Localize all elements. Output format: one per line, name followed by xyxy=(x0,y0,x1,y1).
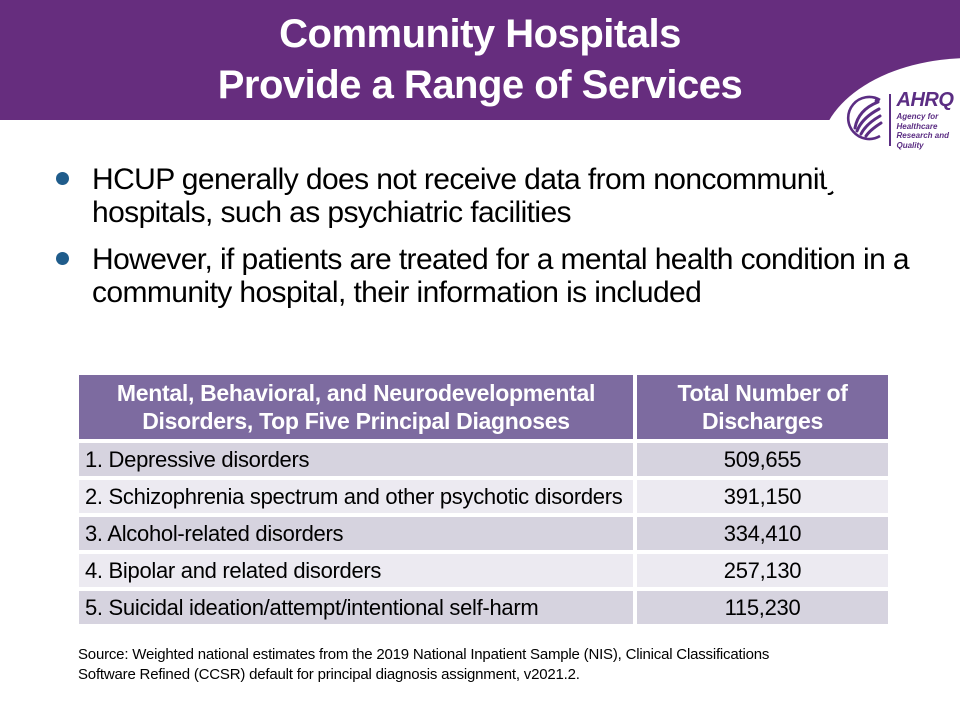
diagnosis-cell: 5. Suicidal ideation/attempt/intentional… xyxy=(75,587,637,628)
logo-tagline: Agency for Healthcare Research and Quali… xyxy=(897,112,960,150)
page-title: Community Hospitals Provide a Range of S… xyxy=(0,9,960,111)
discharges-cell: 391,150 xyxy=(633,476,892,517)
logo-divider xyxy=(889,94,891,146)
source-note-line2: Software Refined (CCSR) default for prin… xyxy=(78,666,580,683)
discharges-cell: 257,130 xyxy=(633,550,892,591)
table-row: 2. Schizophrenia spectrum and other psyc… xyxy=(75,476,892,517)
discharges-cell: 509,655 xyxy=(633,439,892,480)
source-note-line1: Source: Weighted national estimates from… xyxy=(78,646,770,663)
bullet-item: However, if patients are treated for a m… xyxy=(46,243,912,309)
bullet-list: HCUP generally does not receive data fro… xyxy=(46,163,912,323)
page-title-line2: Provide a Range of Services xyxy=(217,63,743,107)
discharges-cell: 115,230 xyxy=(633,587,892,628)
logo-tagline-line1: Agency for Healthcare xyxy=(896,112,939,131)
diagnoses-table: Mental, Behavioral, and Neurodevelopment… xyxy=(75,371,892,628)
diagnosis-cell: 1. Depressive disorders xyxy=(75,439,637,480)
header-band xyxy=(0,0,960,120)
table-row: 5. Suicidal ideation/attempt/intentional… xyxy=(75,587,892,628)
discharges-cell: 334,410 xyxy=(633,513,892,554)
col-header-discharges: Total Number of Discharges xyxy=(633,371,892,443)
table-row: 4. Bipolar and related disorders 257,130 xyxy=(75,550,892,591)
logo-text: AHRQ Agency for Healthcare Research and … xyxy=(897,90,960,150)
source-note: Source: Weighted national estimates from… xyxy=(78,645,888,685)
col-header-diagnoses: Mental, Behavioral, and Neurodevelopment… xyxy=(75,371,637,443)
diagnosis-cell: 2. Schizophrenia spectrum and other psyc… xyxy=(75,476,637,517)
bullet-item: HCUP generally does not receive data fro… xyxy=(46,163,912,229)
table-row: 1. Depressive disorders 509,655 xyxy=(75,439,892,480)
ahrq-logo: AHRQ Agency for Healthcare Research and … xyxy=(843,90,960,150)
diagnosis-cell: 4. Bipolar and related disorders xyxy=(75,550,637,591)
logo-acronym: AHRQ xyxy=(896,89,954,111)
logo-tagline-line2: Research and Quality xyxy=(896,131,949,150)
diagnosis-cell: 3. Alcohol-related disorders xyxy=(75,513,637,554)
page-title-line1: Community Hospitals xyxy=(279,12,681,56)
table-header-row: Mental, Behavioral, and Neurodevelopment… xyxy=(75,371,892,443)
table-row: 3. Alcohol-related disorders 334,410 xyxy=(75,513,892,554)
hhs-eagle-icon xyxy=(843,94,885,147)
